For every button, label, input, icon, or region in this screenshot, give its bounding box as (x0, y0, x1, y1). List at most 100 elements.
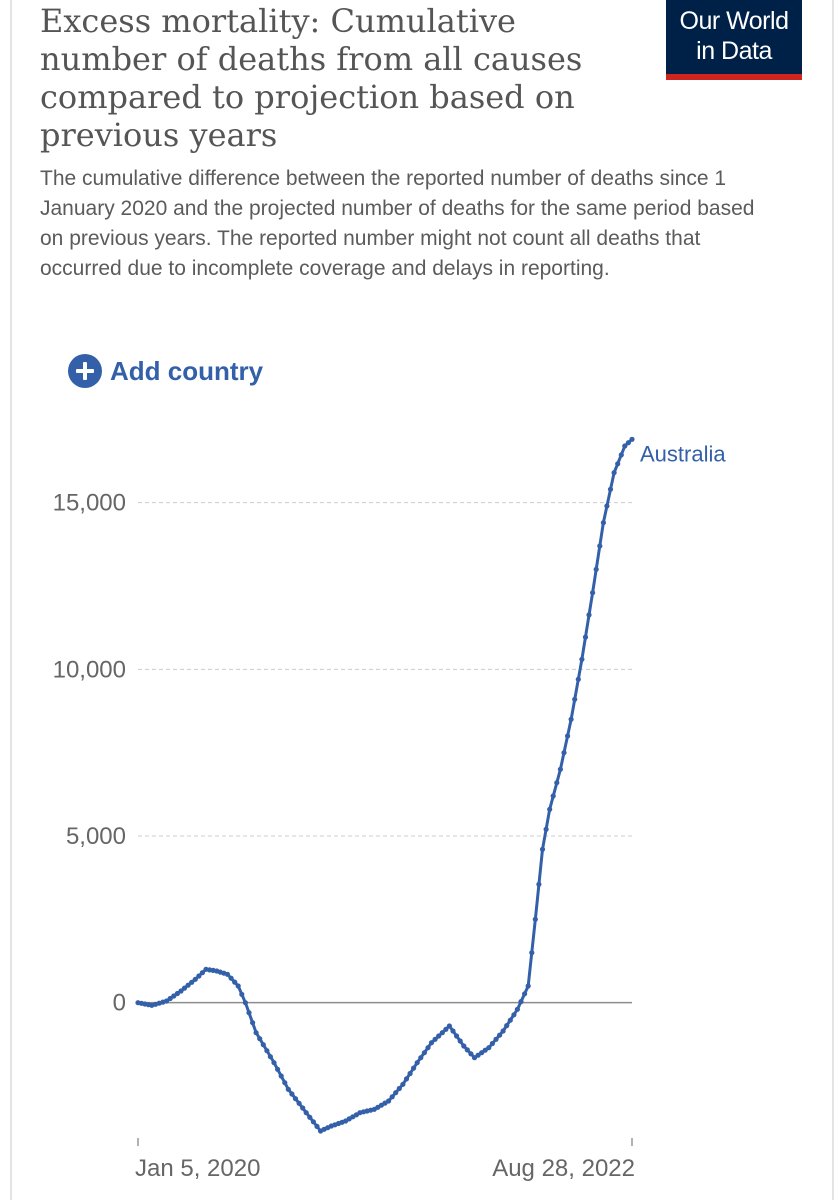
data-point (414, 1060, 420, 1066)
data-point (389, 1094, 395, 1100)
x-tick-label-0: Jan 5, 2020 (135, 1155, 260, 1182)
data-point (446, 1023, 452, 1029)
series-label-australia: Australia (640, 441, 726, 466)
data-point (421, 1050, 427, 1056)
data-point (557, 766, 564, 772)
data-point (432, 1036, 438, 1042)
data-point (285, 1086, 291, 1092)
data-point (539, 846, 546, 852)
data-point (396, 1085, 402, 1092)
data-point (604, 503, 610, 509)
data-point (393, 1090, 399, 1096)
data-point (497, 1032, 503, 1038)
data-point (296, 1100, 302, 1106)
series-layer: Australia (135, 436, 726, 1134)
data-point (593, 566, 599, 572)
series-line-australia (136, 437, 634, 1133)
frame-right-border (832, 0, 834, 1200)
data-point (450, 1028, 456, 1034)
data-point (500, 1028, 506, 1034)
data-point (600, 520, 607, 526)
data-point (386, 1098, 392, 1104)
data-point (178, 988, 184, 994)
data-point (196, 973, 202, 979)
data-point (572, 696, 578, 702)
logo-line-1: Our World (679, 7, 789, 35)
data-point (275, 1066, 281, 1072)
data-point (522, 991, 528, 997)
data-point (547, 806, 553, 812)
data-point (400, 1081, 406, 1087)
data-point (264, 1048, 270, 1054)
data-point (439, 1030, 445, 1036)
data-point (303, 1110, 309, 1116)
data-point (486, 1045, 492, 1051)
data-point (561, 750, 567, 756)
data-point (253, 1030, 259, 1036)
data-point (529, 950, 535, 956)
data-point (300, 1105, 306, 1111)
add-country-button[interactable]: Add country (68, 354, 263, 388)
data-point (525, 983, 531, 989)
data-point (489, 1040, 495, 1047)
data-point (514, 1006, 521, 1012)
data-point (199, 970, 205, 976)
data-point (565, 733, 571, 739)
data-point (532, 916, 538, 922)
data-point (289, 1091, 295, 1097)
data-point (239, 991, 245, 997)
data-point (407, 1070, 413, 1077)
add-country-label: Add country (110, 355, 264, 386)
data-point (611, 470, 617, 476)
data-point (554, 780, 560, 786)
data-point (246, 1010, 252, 1016)
x-tick-label-1: Aug 28, 2022 (492, 1155, 635, 1182)
data-point (464, 1047, 470, 1053)
y-tick-label-0: 0 (113, 990, 126, 1017)
owid-logo[interactable]: Our World in Data (666, 0, 802, 80)
data-point (192, 976, 198, 982)
data-point (568, 716, 574, 722)
data-point (314, 1123, 320, 1129)
data-point (278, 1073, 284, 1079)
data-point (224, 971, 231, 977)
data-point (625, 440, 632, 446)
data-point (457, 1038, 463, 1044)
data-point (257, 1036, 263, 1042)
data-point (436, 1033, 442, 1039)
data-point (307, 1114, 313, 1120)
data-point (607, 486, 614, 492)
y-tick-label-5000: 5,000 (66, 823, 126, 850)
chart-title: Excess mortality: Cumulative number of d… (40, 2, 583, 154)
data-point (582, 634, 589, 640)
frame-left-border (10, 0, 12, 1200)
data-point (271, 1060, 277, 1066)
data-point (597, 543, 603, 549)
data-point (418, 1055, 424, 1061)
data-point (543, 826, 549, 832)
axis-layer: 0 5,000 10,000 15,000 Jan 5, 2020 Aug 28, 202… (53, 490, 635, 1182)
data-point (454, 1033, 460, 1039)
data-point (235, 983, 241, 989)
y-tick-label-15000: 15,000 (53, 490, 126, 517)
chart-subtitle: The cumulative difference between the re… (40, 167, 755, 280)
data-point (536, 881, 542, 887)
data-point (403, 1076, 410, 1082)
data-point (267, 1054, 273, 1060)
data-point (428, 1040, 435, 1046)
data-point (504, 1023, 510, 1029)
data-point (310, 1119, 316, 1125)
grid-layer (138, 502, 632, 1004)
data-point (622, 443, 628, 449)
data-point (242, 1000, 248, 1006)
data-point (232, 979, 238, 985)
data-point (228, 975, 234, 981)
data-point (590, 590, 596, 596)
data-point (518, 999, 524, 1005)
data-point (260, 1042, 266, 1048)
data-point (468, 1051, 474, 1057)
data-point (185, 982, 191, 988)
data-point (615, 461, 621, 467)
data-point (181, 985, 188, 991)
